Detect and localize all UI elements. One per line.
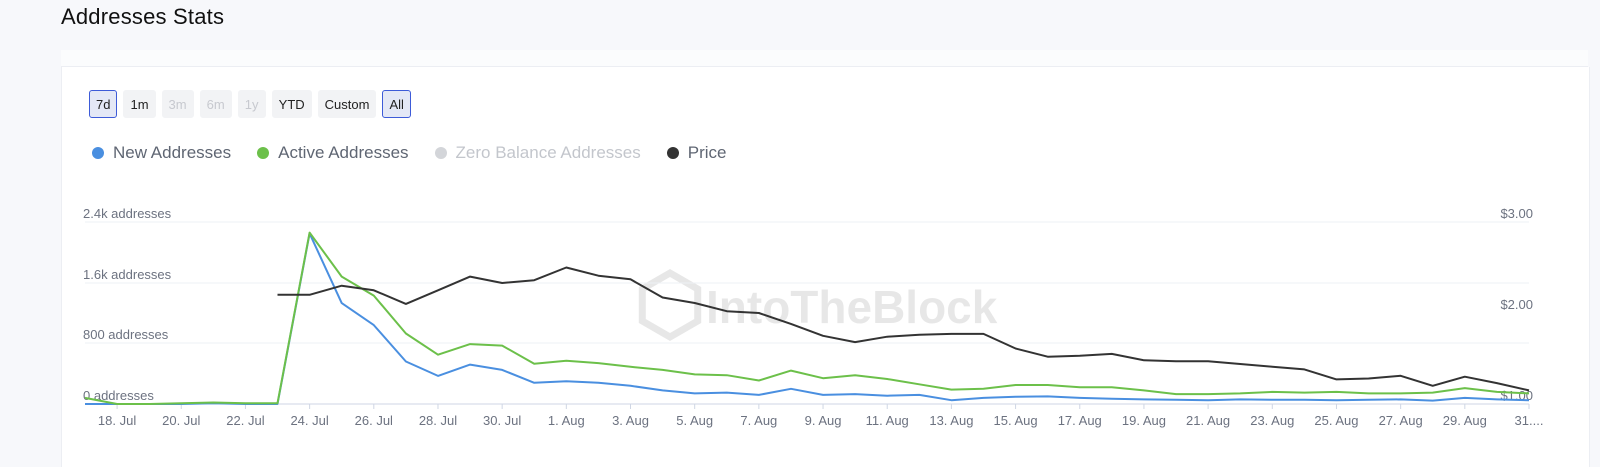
y-left-tick-label: 800 addresses xyxy=(83,327,169,342)
y-left-tick-label: 0 addresses xyxy=(83,388,154,403)
x-tick-label: 21. Aug xyxy=(1186,413,1230,428)
legend-dot xyxy=(434,147,447,159)
x-tick-label: 24. Jul xyxy=(290,413,328,428)
range-button-custom[interactable]: Custom xyxy=(317,90,377,118)
series-line-active-addresses xyxy=(84,231,1530,405)
range-selector: 7d 1m 3m 6m 1y YTD Custom All xyxy=(89,90,411,118)
card-header-strip xyxy=(61,50,1588,67)
page-title: Addresses Stats xyxy=(61,4,225,29)
legend-item-zero-balance-addresses[interactable]: Zero Balance Addresses xyxy=(434,143,641,163)
range-button-1m[interactable]: 1m xyxy=(123,90,156,118)
y-left-tick-label: 1.6k addresses xyxy=(83,267,172,282)
range-button-7d[interactable]: 7d xyxy=(89,90,118,118)
y-right-tick-label: $3.00 xyxy=(1500,206,1533,221)
x-tick-label: 31.... xyxy=(1515,413,1544,428)
legend-dot xyxy=(92,147,104,159)
x-tick-label: 17. Aug xyxy=(1058,413,1102,428)
x-tick-label: 30. Jul xyxy=(483,413,521,428)
x-tick-label: 20. Jul xyxy=(162,413,200,428)
x-tick-label: 9. Aug xyxy=(805,413,842,428)
range-button-ytd[interactable]: YTD xyxy=(271,90,312,118)
y-left-tick-label: 2.4k addresses xyxy=(83,206,172,221)
line-chart: IntoTheBlock 0 addresses 800 addresses 1.6k… xyxy=(83,206,1544,428)
watermark: IntoTheBlock xyxy=(638,268,998,342)
x-tick-label: 26. Jul xyxy=(355,413,393,428)
series-line-new-addresses xyxy=(85,232,1530,405)
x-tick-label: 19. Aug xyxy=(1122,413,1166,428)
legend-item-new-addresses[interactable]: New Addresses xyxy=(92,143,231,163)
x-tick-label: 11. Aug xyxy=(866,413,909,428)
watermark-logo-icon xyxy=(638,268,702,342)
x-tick-label: 22. Jul xyxy=(226,413,264,428)
range-button-3m[interactable]: 3m xyxy=(161,90,194,118)
legend-dot xyxy=(666,147,679,159)
x-tick-label: 28. Jul xyxy=(419,413,457,428)
watermark-text: IntoTheBlock xyxy=(706,281,998,333)
legend-label: Active Addresses xyxy=(278,143,409,162)
legend-label: Zero Balance Addresses xyxy=(455,143,641,162)
x-tick-label: 23. Aug xyxy=(1250,413,1294,428)
legend-dot xyxy=(257,147,270,159)
x-tick-label: 13. Aug xyxy=(929,413,973,428)
x-tick-label: 7. Aug xyxy=(740,413,777,428)
x-tick-label: 18. Jul xyxy=(98,413,136,428)
x-tick-label: 15. Aug xyxy=(994,413,1038,428)
chart-legend: New Addresses Active Addresses Zero Bala… xyxy=(92,143,726,163)
legend-label: Price xyxy=(687,143,727,162)
x-tick-label: 25. Aug xyxy=(1314,413,1358,428)
range-button-all[interactable]: All xyxy=(382,90,411,118)
series-line-price xyxy=(277,266,1530,392)
legend-item-price[interactable]: Price xyxy=(666,143,727,163)
legend-item-active-addresses[interactable]: Active Addresses xyxy=(257,143,409,163)
x-tick-label: 1. Aug xyxy=(548,413,585,428)
range-button-6m[interactable]: 6m xyxy=(199,90,232,118)
x-tick-label: 27. Aug xyxy=(1379,413,1423,428)
x-tick-label: 29. Aug xyxy=(1443,413,1487,428)
y-right-tick-label: $2.00 xyxy=(1500,297,1533,312)
x-tick-label: 5. Aug xyxy=(676,413,713,428)
legend-label: New Addresses xyxy=(113,143,232,162)
x-tick-label: 3. Aug xyxy=(612,413,649,428)
range-button-1y[interactable]: 1y xyxy=(237,90,266,118)
